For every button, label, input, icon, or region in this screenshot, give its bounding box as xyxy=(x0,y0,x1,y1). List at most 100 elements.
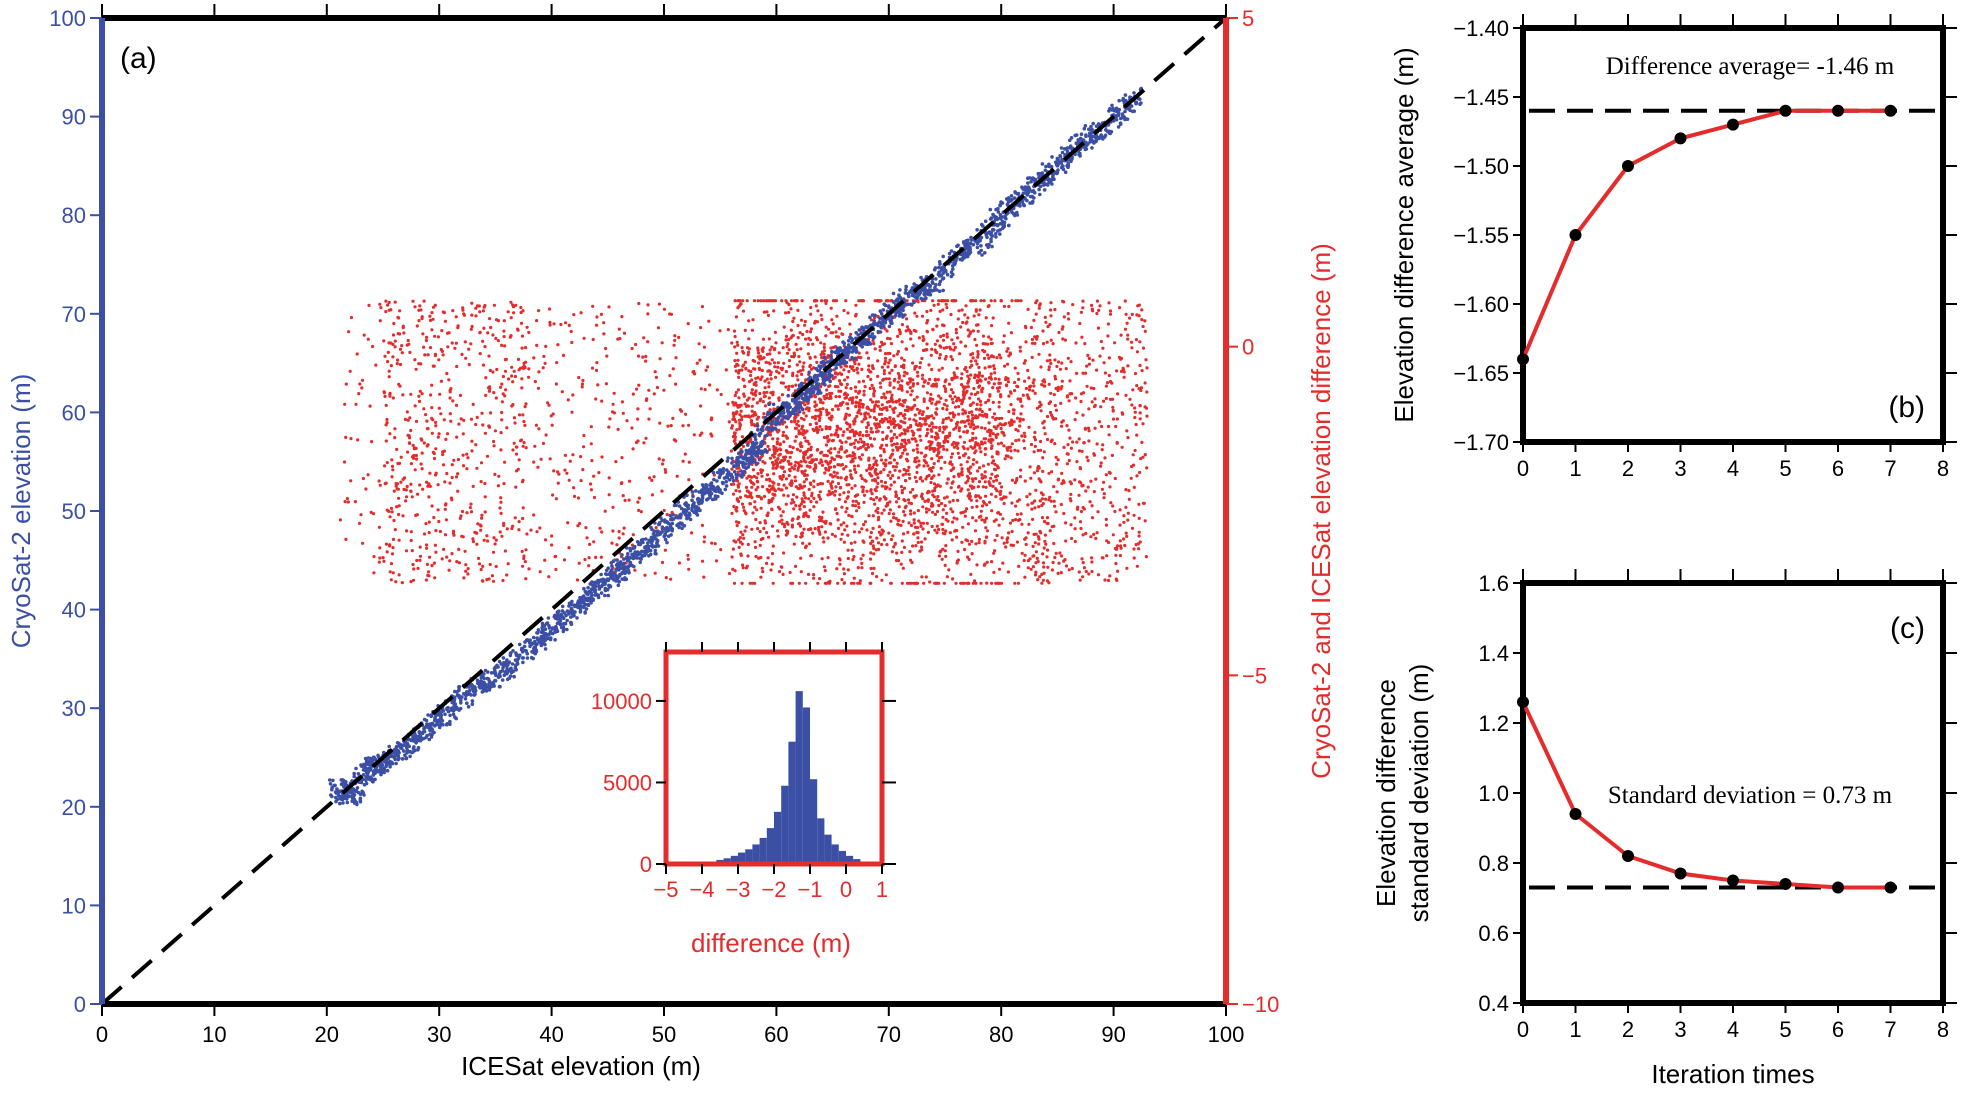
red-point xyxy=(378,556,382,560)
red-point xyxy=(782,325,786,329)
red-point xyxy=(883,464,888,468)
red-point xyxy=(1033,335,1037,339)
red-point xyxy=(808,422,812,427)
red-point xyxy=(909,523,914,528)
red-point xyxy=(465,511,469,515)
red-point xyxy=(496,484,500,488)
red-point xyxy=(402,331,406,335)
red-point xyxy=(1053,307,1057,312)
red-point xyxy=(425,335,429,339)
red-point xyxy=(890,393,894,397)
red-point xyxy=(699,404,703,408)
red-point xyxy=(607,305,611,309)
red-point xyxy=(449,419,453,423)
red-point xyxy=(456,489,460,493)
red-point xyxy=(662,388,666,392)
red-point xyxy=(836,335,841,339)
red-point xyxy=(777,351,781,355)
red-point xyxy=(398,347,403,351)
red-point xyxy=(829,346,833,350)
red-point xyxy=(860,561,864,566)
red-point xyxy=(770,524,775,528)
red-point xyxy=(982,299,986,303)
red-point xyxy=(1108,379,1113,384)
red-point xyxy=(967,467,971,471)
red-point xyxy=(946,434,950,438)
red-point xyxy=(428,484,432,488)
red-point xyxy=(930,422,934,426)
red-point xyxy=(458,516,462,521)
red-point xyxy=(1063,558,1067,562)
red-point xyxy=(464,563,468,567)
red-point xyxy=(1006,347,1010,351)
red-point xyxy=(900,539,904,543)
red-point xyxy=(746,554,750,558)
red-point xyxy=(975,415,979,419)
red-point xyxy=(702,535,707,539)
red-point xyxy=(784,477,789,481)
red-point xyxy=(1122,375,1126,379)
red-point xyxy=(761,400,765,404)
red-point xyxy=(404,499,408,503)
red-point xyxy=(770,498,774,502)
red-point xyxy=(855,395,859,399)
red-point xyxy=(829,473,833,477)
red-point xyxy=(1032,384,1036,388)
red-point xyxy=(1040,516,1045,520)
red-point xyxy=(852,555,856,559)
red-point xyxy=(956,336,960,340)
red-point xyxy=(921,505,925,509)
red-point xyxy=(875,485,879,489)
red-point xyxy=(920,575,924,579)
red-point xyxy=(416,492,420,496)
red-point xyxy=(1045,414,1050,419)
red-point xyxy=(448,396,452,400)
red-point xyxy=(854,303,858,307)
red-point xyxy=(1058,367,1063,371)
red-point xyxy=(356,438,360,442)
red-point xyxy=(425,427,429,431)
red-point xyxy=(660,462,665,466)
red-point xyxy=(416,566,420,571)
red-point xyxy=(804,407,808,411)
red-point xyxy=(971,423,976,427)
red-point xyxy=(901,566,905,570)
red-point xyxy=(798,442,802,446)
red-point xyxy=(862,500,866,504)
red-point xyxy=(739,553,743,558)
red-point xyxy=(842,572,847,576)
red-point xyxy=(739,418,744,422)
red-point xyxy=(733,569,737,573)
red-point xyxy=(937,498,941,503)
red-point xyxy=(887,377,891,381)
red-point xyxy=(811,342,815,346)
red-point xyxy=(644,359,648,363)
red-point xyxy=(879,446,883,450)
red-point xyxy=(639,510,643,514)
red-point xyxy=(953,395,957,399)
red-point xyxy=(417,399,422,403)
red-point xyxy=(492,439,496,444)
red-point xyxy=(737,545,741,550)
red-point xyxy=(941,418,946,422)
red-point xyxy=(768,352,772,356)
red-point xyxy=(1103,456,1107,460)
red-point xyxy=(669,577,673,581)
red-point xyxy=(730,555,734,559)
blue-point xyxy=(521,660,525,665)
red-point xyxy=(389,506,394,510)
red-point xyxy=(740,346,744,350)
red-point xyxy=(833,489,838,493)
red-point xyxy=(984,377,988,381)
red-point xyxy=(349,437,353,441)
red-point xyxy=(975,402,979,406)
red-point xyxy=(922,581,926,585)
red-point xyxy=(1085,384,1089,388)
red-point xyxy=(1049,338,1053,342)
red-point xyxy=(745,299,749,303)
red-point xyxy=(1011,518,1015,523)
red-point xyxy=(966,374,970,378)
red-point xyxy=(773,451,777,455)
red-point xyxy=(967,422,971,426)
red-point xyxy=(1034,488,1038,492)
